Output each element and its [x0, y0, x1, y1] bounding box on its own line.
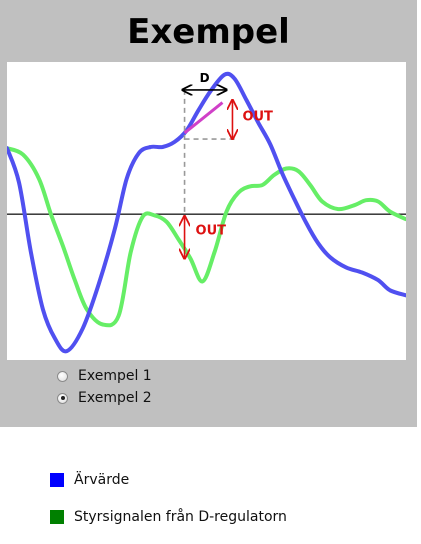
- example-panel: Exempel D OUT OUT: [0, 0, 417, 427]
- tangent-line: [183, 101, 224, 135]
- option-exempel-2[interactable]: Exempel 2: [57, 388, 152, 408]
- chart-svg: D OUT OUT: [5, 71, 408, 354]
- radio-exempel-2[interactable]: [57, 392, 68, 404]
- legend-label: Ärvärde: [74, 472, 130, 488]
- radio-exempel-1[interactable]: [57, 370, 68, 382]
- page-title: Exempel: [127, 12, 290, 52]
- legend-item-styrsignal: Styrsignalen från D-regulatorn: [50, 507, 287, 527]
- legend-swatch: [50, 473, 64, 487]
- option-exempel-1[interactable]: Exempel 1: [57, 366, 152, 386]
- chart-area: D OUT OUT: [5, 62, 408, 360]
- option-label: Exempel 1: [78, 368, 152, 384]
- option-label: Exempel 2: [78, 390, 152, 406]
- legend-item-arvarde: Ärvärde: [50, 470, 129, 490]
- out-label-bottom: OUT: [196, 223, 227, 238]
- d-label: D: [200, 71, 210, 85]
- series-line-arvarde: [5, 71, 408, 354]
- legend-label: Styrsignalen från D-regulatorn: [74, 509, 287, 525]
- legend-swatch: [50, 510, 64, 524]
- series-line-styrsignal: [5, 146, 408, 328]
- out-label-top: OUT: [242, 109, 273, 124]
